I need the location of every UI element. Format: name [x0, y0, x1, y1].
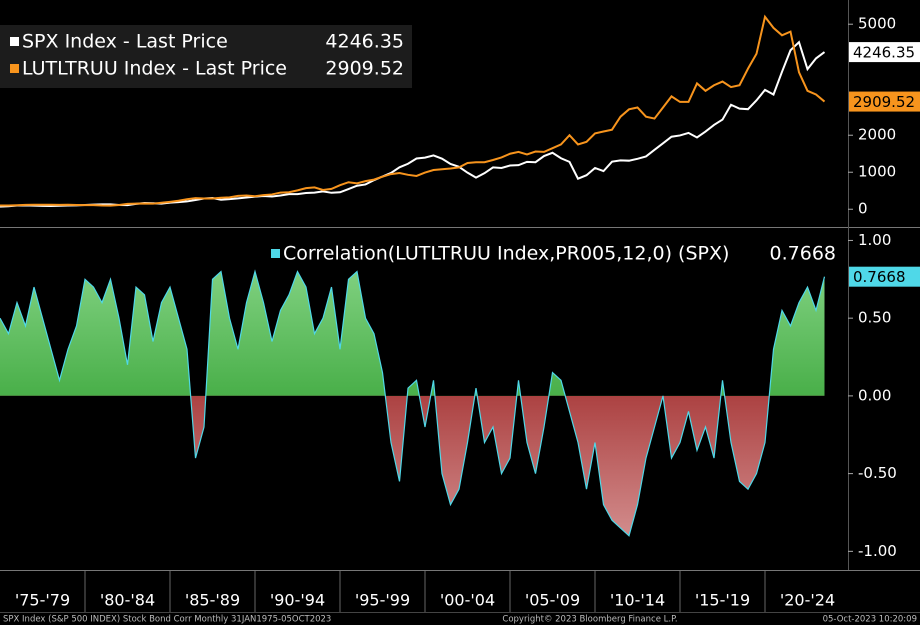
legend-label: LUTLTRUU Index - Last Price [22, 58, 287, 80]
y-tick-label: 1.00 [858, 231, 891, 249]
y-tick-label: 0.50 [858, 309, 891, 327]
footer-left: SPX Index (S&P 500 INDEX) Stock Bond Cor… [3, 615, 331, 625]
legend-marker [10, 64, 19, 73]
x-tick-label: '10-'14 [610, 591, 665, 610]
last-value-label: 4246.35 [853, 44, 915, 62]
last-value-box [849, 91, 920, 112]
legend-marker [10, 37, 19, 46]
legend-value: 2909.52 [325, 58, 404, 80]
y-tick-label: 0 [858, 200, 868, 218]
x-tick-label: '95-'99 [355, 591, 410, 610]
legend-value: 0.7668 [770, 243, 836, 265]
x-tick-label: '90-'94 [270, 591, 325, 610]
y-tick-label: 1000 [858, 163, 896, 181]
y-tick-label: -1.00 [858, 542, 897, 560]
y-tick-label: -0.50 [858, 464, 897, 482]
series-line [0, 269, 826, 537]
last-value-box [849, 266, 920, 287]
last-value-label: 0.7668 [853, 268, 906, 286]
legend-box [0, 25, 412, 88]
x-tick-label: '85-'89 [185, 591, 240, 610]
legend-label: SPX Index - Last Price [22, 31, 228, 53]
legend-box [262, 238, 840, 270]
x-tick-label: '75-'79 [15, 591, 70, 610]
legend-value: 4246.35 [325, 31, 404, 53]
y-tick-label: 2000 [858, 126, 896, 144]
last-value-box [849, 42, 920, 63]
footer-right: 05-Oct-2023 10:20:09 [823, 615, 917, 625]
last-value-label: 2909.52 [853, 93, 915, 111]
footer-center: Copyright© 2023 Bloomberg Finance L.P. [502, 615, 677, 625]
x-tick-label: '20-'24 [780, 591, 835, 610]
x-tick-label: '00-'04 [440, 591, 495, 610]
series-line [0, 14, 826, 207]
x-tick-label: '15-'19 [695, 591, 750, 610]
negative-area [0, 395, 825, 536]
positive-area [0, 271, 825, 396]
y-tick-label: 0.00 [858, 386, 891, 404]
y-tick-label: 5000 [858, 15, 896, 33]
legend-marker [271, 249, 280, 258]
x-tick-label: '80-'84 [100, 591, 155, 610]
x-tick-label: '05-'09 [525, 591, 580, 610]
legend-label: Correlation(LUTLTRUU Index,PR005,12,0) (… [283, 243, 729, 265]
